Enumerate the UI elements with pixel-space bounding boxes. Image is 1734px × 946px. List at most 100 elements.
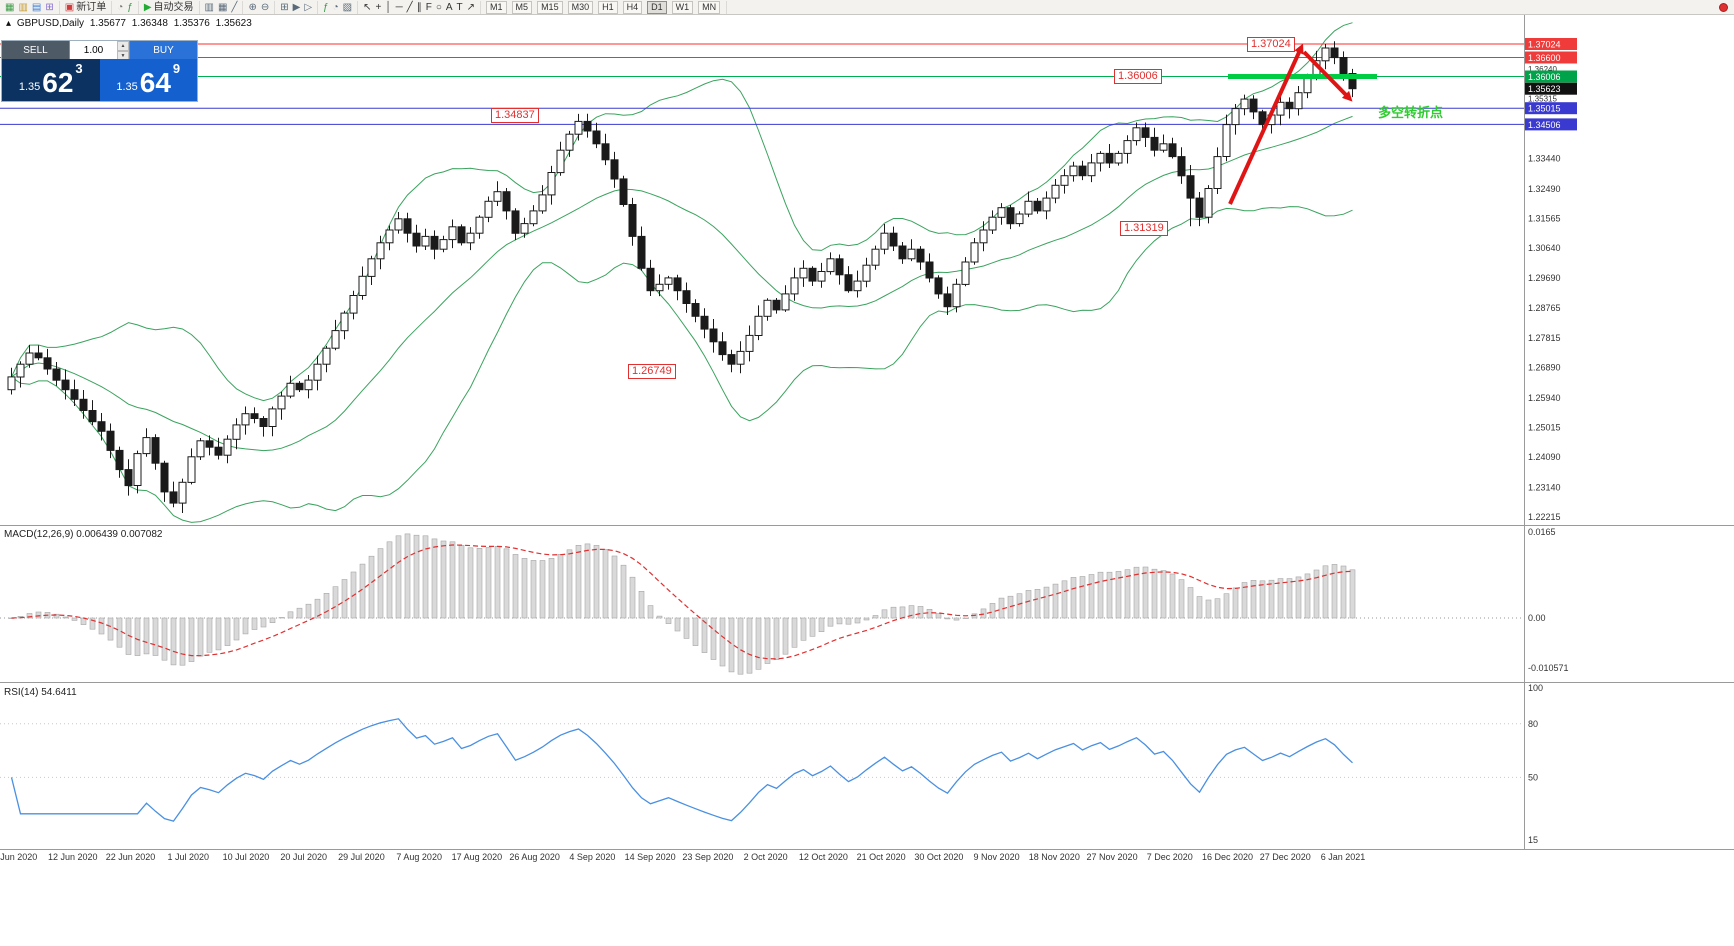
profiles-icon[interactable]: ▥	[18, 1, 27, 14]
bar-chart-icon[interactable]: ▥	[205, 1, 214, 14]
price-chart-area[interactable]	[0, 22, 1524, 523]
macd-histogram-bar	[449, 541, 456, 619]
macd-histogram-bar	[197, 617, 204, 657]
macd-histogram-bar	[1133, 566, 1140, 619]
candle-body	[1078, 165, 1087, 177]
navigator-icon[interactable]: ⊞	[45, 1, 53, 14]
ellipse-icon: ○	[435, 1, 442, 13]
candlestick-chart-icon[interactable]: ▦	[218, 1, 227, 14]
sell-button[interactable]: SELL	[2, 41, 69, 59]
date-axis-label: 29 Jul 2020	[338, 852, 385, 862]
macd-histogram-bar	[368, 555, 375, 619]
timeframe-mn[interactable]: MN	[698, 0, 721, 14]
timeframe-h4[interactable]: H4	[622, 0, 643, 14]
candle-body	[268, 408, 277, 427]
macd-histogram-bar	[206, 617, 213, 653]
candle-body	[1042, 197, 1051, 212]
text-icon[interactable]: A	[446, 1, 453, 14]
candle-body	[439, 239, 448, 250]
chart-shift-icon[interactable]: ▷	[304, 1, 312, 14]
buy-price-panel[interactable]: 1.35 64 9	[99, 59, 197, 101]
new-order-button[interactable]: ▣ 新订单	[65, 1, 106, 14]
candle-body	[781, 293, 790, 311]
macd-histogram-bar	[179, 617, 186, 666]
trendline-icon[interactable]: ╱	[407, 1, 413, 14]
vertical-line-icon[interactable]: │	[385, 1, 391, 14]
candle-body	[907, 248, 916, 260]
zoom-in-icon[interactable]: ⊕	[248, 1, 256, 14]
timeframe-m15[interactable]: M15	[537, 0, 563, 14]
candle-body	[1303, 76, 1312, 94]
macd-histogram-bar	[530, 560, 537, 619]
autotrading-icon: ▶	[143, 1, 152, 13]
symbol-collapse-icon[interactable]: ▴	[6, 18, 12, 29]
timeframe-m1[interactable]: M1	[486, 0, 507, 14]
candle-body	[1132, 127, 1141, 142]
price-axis-label: 1.30640	[1528, 243, 1561, 253]
candle-body	[1087, 162, 1096, 177]
candle-body	[7, 376, 16, 391]
auto-scroll-icon[interactable]: ▶	[293, 1, 301, 14]
volume-input[interactable]	[70, 41, 117, 59]
timeframe-d1[interactable]: D1	[647, 0, 667, 14]
candle-body	[88, 410, 97, 423]
sell-price-panel[interactable]: 1.35 62 3	[2, 59, 100, 101]
timeframe-h1[interactable]: H1	[598, 0, 618, 14]
line-chart-icon: ╱	[231, 1, 238, 13]
candle-body	[205, 440, 214, 448]
indicator-add-icon[interactable]: ƒ	[127, 1, 133, 14]
label-icon: T	[456, 1, 463, 13]
candle-body	[754, 315, 763, 336]
rsi-scale-label: 80	[1528, 719, 1538, 729]
candle-body	[862, 264, 871, 282]
arrow-tool-icon: ↗	[466, 1, 476, 13]
rsi-panel[interactable]	[0, 718, 1524, 822]
market-watch-icon[interactable]: ▤	[32, 1, 41, 14]
history-center-icon[interactable]: ◔	[117, 1, 123, 14]
candle-body	[52, 368, 61, 381]
line-chart-icon[interactable]: ╱	[231, 1, 237, 14]
arrow-tool-icon[interactable]: ↗	[467, 1, 475, 14]
candle-body	[223, 438, 232, 456]
autotrading-button[interactable]: ▶ 自动交易	[144, 1, 194, 14]
templates-icon[interactable]: ▧	[343, 1, 352, 14]
new-chart-icon[interactable]: ▦	[5, 1, 14, 14]
macd-histogram-bar	[719, 617, 726, 667]
candle-body	[844, 274, 853, 292]
label-icon[interactable]: T	[457, 1, 463, 14]
macd-histogram-bar	[1259, 580, 1266, 619]
macd-histogram-bar	[1313, 569, 1320, 619]
candle-body	[1186, 175, 1195, 199]
candle-body	[655, 283, 664, 292]
macd-histogram-bar	[683, 617, 690, 639]
buy-button[interactable]: BUY	[130, 41, 197, 59]
volume-increase-button[interactable]: ▲	[117, 41, 129, 51]
tile-windows-icon[interactable]: ⊞	[280, 1, 288, 14]
timeframe-w1[interactable]: W1	[671, 0, 694, 14]
macd-histogram-bar	[35, 611, 42, 619]
candle-body	[1150, 136, 1159, 151]
trend-arrow-1[interactable]	[1228, 43, 1304, 205]
templates-icon: ▧	[342, 1, 353, 13]
trend-arrow-2[interactable]	[1302, 50, 1353, 102]
periods-icon[interactable]: ◔	[333, 1, 339, 14]
horizontal-line-icon[interactable]: ─	[396, 1, 403, 14]
channel-icon[interactable]: ∥	[417, 1, 422, 14]
date-axis-label: 27 Dec 2020	[1260, 852, 1311, 862]
candle-body	[502, 191, 511, 212]
cursor-icon[interactable]: ↖	[363, 1, 371, 14]
crosshair-icon[interactable]: +	[375, 1, 381, 14]
ellipse-icon[interactable]: ○	[436, 1, 442, 14]
indicators-icon[interactable]: ƒ	[323, 1, 329, 14]
fibonacci-icon: F	[425, 1, 432, 13]
timeframe-m5[interactable]: M5	[511, 0, 533, 14]
macd-scale-label: -0.010571	[1528, 663, 1569, 673]
zoom-out-icon[interactable]: ⊖	[261, 1, 269, 14]
macd-panel[interactable]	[0, 533, 1524, 675]
macd-histogram-bar	[629, 576, 636, 619]
candle-body	[1060, 175, 1069, 186]
macd-histogram-bar	[1142, 566, 1149, 619]
fibonacci-icon[interactable]: F	[426, 1, 432, 14]
timeframe-m30[interactable]: M30	[567, 0, 594, 14]
